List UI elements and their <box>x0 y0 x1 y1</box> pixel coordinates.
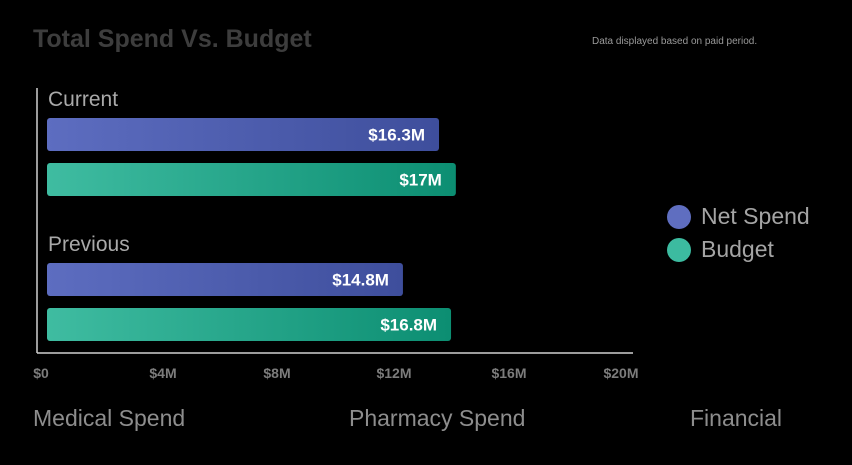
chart-legend: Net Spend Budget <box>667 200 810 266</box>
bar-value-label: $16.8M <box>380 316 437 335</box>
x-tick-label: $16M <box>491 365 526 381</box>
nav-financial[interactable]: Financial <box>690 405 783 431</box>
bar-value-label: $14.8M <box>332 271 389 290</box>
x-tick-label: $0 <box>33 365 49 381</box>
legend-item-net-spend: Net Spend <box>667 200 810 233</box>
category-label-previous: Previous <box>48 233 130 256</box>
data-period-note: Data displayed based on paid period. <box>592 36 758 47</box>
x-tick-label: $12M <box>376 365 411 381</box>
legend-label-net-spend: Net Spend <box>701 203 810 229</box>
budget-swatch <box>667 237 691 262</box>
bar-net-spend-current <box>47 118 440 151</box>
category-label-current: Current <box>48 88 118 111</box>
x-tick-label: $4M <box>149 365 176 381</box>
bar-value-label: $16.3M <box>368 126 425 145</box>
x-tick-label: $8M <box>263 365 290 381</box>
bar-net-spend-previous <box>47 263 403 296</box>
nav-pharmacy-spend[interactable]: Pharmacy Spend <box>349 405 526 431</box>
legend-item-budget: Budget <box>667 233 810 266</box>
bar-value-label: $17M <box>399 171 442 190</box>
x-tick-label: $20M <box>603 365 638 381</box>
net-spend-swatch <box>667 204 691 229</box>
nav-medical-spend[interactable]: Medical Spend <box>33 405 186 431</box>
legend-label-budget: Budget <box>701 236 774 262</box>
bar-budget-previous <box>47 308 452 341</box>
bar-budget-current <box>47 163 456 196</box>
bar-chart: $0 $4M $8M $12M $16M $20M Current $16.3M $17M Pre… <box>33 88 639 381</box>
chart-title: Total Spend Vs. Budget <box>33 25 312 53</box>
category-nav: Medical Spend Pharmacy Spend Financial <box>0 402 852 436</box>
